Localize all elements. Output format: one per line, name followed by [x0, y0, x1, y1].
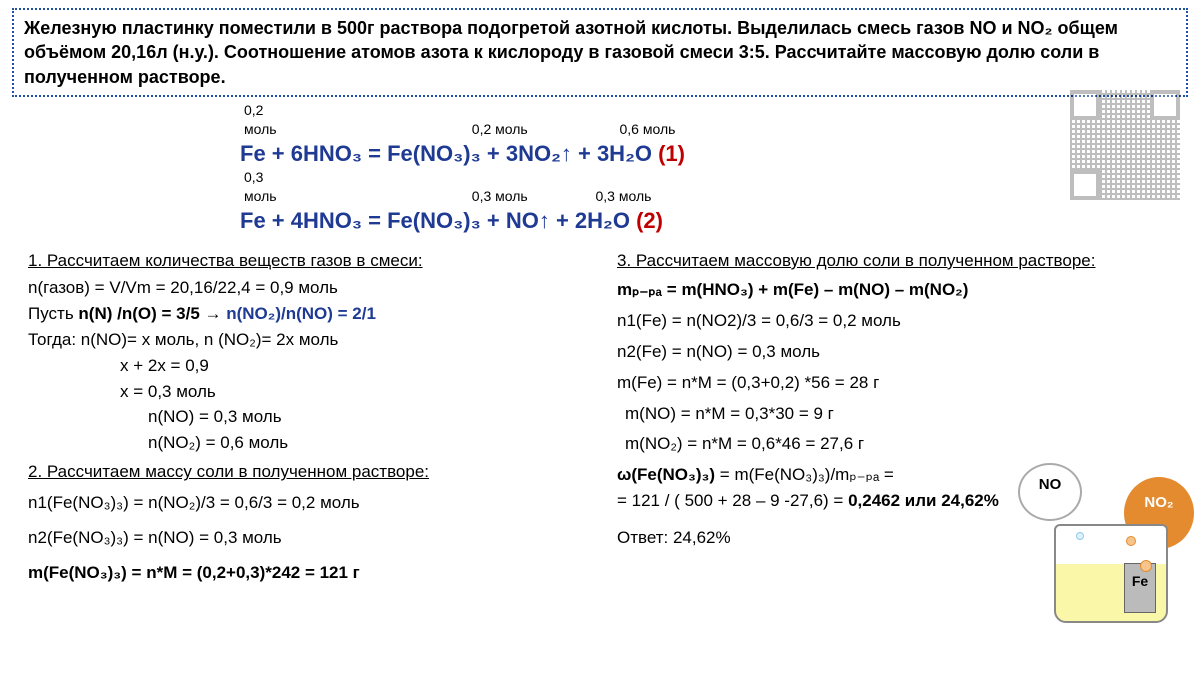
fe-plate: Fe: [1124, 563, 1156, 613]
qr-code: [1070, 90, 1180, 200]
eq1-annotations: 0,2 моль 0,2 моль 0,6 моль: [244, 101, 1200, 139]
step2-line: n1(Fe(NO₃)₃) = n(NO₂)/3 = 0,6/3 = 0,2 мо…: [28, 492, 593, 515]
step1-line: Пусть n(N) /n(O) = 3/5 → n(NO₂)/n(NO) = …: [28, 303, 593, 326]
no-cloud: NO: [1018, 463, 1082, 521]
step1-line: x + 2x = 0,9: [120, 355, 593, 378]
equations-block: 0,2 моль 0,2 моль 0,6 моль Fe + 6HNO₃ = …: [240, 101, 1200, 236]
step3-line: n2(Fe) = n(NO) = 0,3 моль: [617, 341, 1182, 364]
step1-line: Тогда: n(NO)= x моль, n (NO₂)= 2x моль: [28, 329, 593, 352]
step1-line: n(NO) = 0,3 моль: [148, 406, 593, 429]
step3-heading: 3. Рассчитаем массовую долю соли в получ…: [617, 250, 1182, 273]
step1-line: n(газов) = V/Vm = 20,16/22,4 = 0,9 моль: [28, 277, 593, 300]
step3-line: n1(Fe) = n(NO2)/3 = 0,6/3 = 0,2 моль: [617, 310, 1182, 333]
step1-line: x = 0,3 моль: [120, 381, 593, 404]
equation-2: Fe + 4HNO₃ = Fe(NO₃)₃ + NO↑ + 2H₂O (2): [240, 206, 1200, 236]
step3-line: m(NO₂) = n*M = 0,6*46 = 27,6 г: [625, 433, 1182, 456]
step2-result: m(Fe(NO₃)₃) = n*M = (0,2+0,3)*242 = 121 …: [28, 562, 593, 585]
left-column: 1. Рассчитаем количества веществ газов в…: [28, 244, 593, 588]
step2-heading: 2. Рассчитаем массу соли в полученном ра…: [28, 461, 593, 484]
step1-line: n(NO₂) = 0,6 моль: [148, 432, 593, 455]
step3-line: m(Fe) = n*M = (0,3+0,2) *56 = 28 г: [617, 372, 1182, 395]
step2-line: n2(Fe(NO₃)₃) = n(NO) = 0,3 моль: [28, 527, 593, 550]
equation-1: Fe + 6HNO₃ = Fe(NO₃)₃ + 3NO₂↑ + 3H₂O (1): [240, 139, 1200, 169]
eq2-annotations: 0,3 моль 0,3 моль 0,3 моль: [244, 168, 1200, 206]
problem-statement: Железную пластинку поместили в 500г раст…: [12, 8, 1188, 97]
step3-line: mₚ₋ₚₐ = m(HNO₃) + m(Fe) – m(NO) – m(NO₂): [617, 279, 1182, 302]
beaker-body: Fe: [1054, 524, 1168, 623]
step3-line: m(NO) = n*M = 0,3*30 = 9 г: [625, 403, 1182, 426]
step1-heading: 1. Рассчитаем количества веществ газов в…: [28, 250, 593, 273]
beaker-diagram: NO NO₂ Fe: [1054, 473, 1174, 623]
